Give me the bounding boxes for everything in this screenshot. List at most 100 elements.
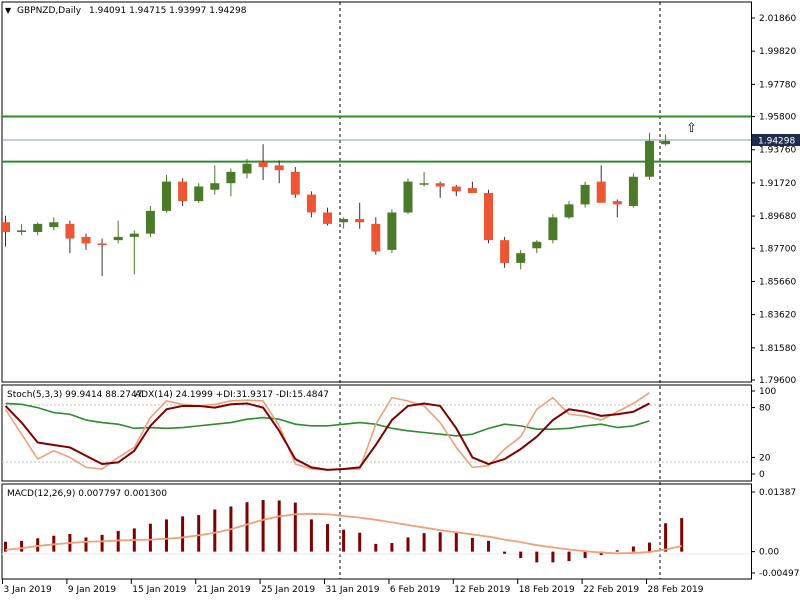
candle-body bbox=[516, 253, 526, 263]
macd-histogram-bar bbox=[648, 542, 651, 552]
candle bbox=[467, 181, 477, 193]
macd-histogram-bar bbox=[213, 509, 217, 552]
axis-tick-label: 1.91720 bbox=[759, 179, 796, 189]
candle bbox=[113, 220, 123, 244]
date-tick-label: 28 Feb 2019 bbox=[648, 585, 704, 595]
candle bbox=[194, 183, 204, 203]
candle-body bbox=[467, 188, 477, 193]
candle-body bbox=[645, 140, 654, 177]
candle bbox=[162, 175, 171, 213]
candle-body bbox=[290, 171, 300, 195]
axis-tick-label: 0 bbox=[759, 470, 765, 480]
chart-menu-arrow-icon[interactable]: ▼ bbox=[5, 6, 12, 15]
macd-histogram-bar bbox=[181, 516, 185, 552]
candle-body bbox=[113, 236, 123, 241]
candle-body bbox=[548, 217, 558, 241]
candle-body bbox=[274, 165, 284, 171]
macd-histogram-bar bbox=[197, 515, 201, 552]
macd-histogram-bar bbox=[374, 543, 378, 552]
macd-header: MACD(12,26,9) 0.007797 0.001300 bbox=[7, 489, 167, 499]
candle-body bbox=[33, 223, 43, 233]
candle-body bbox=[500, 240, 510, 263]
candle-body bbox=[355, 219, 365, 223]
candle bbox=[49, 217, 59, 231]
candle bbox=[661, 134, 671, 146]
axis-tick-label: 1.93760 bbox=[759, 146, 796, 156]
candle-body bbox=[532, 241, 542, 249]
candle bbox=[580, 181, 590, 208]
candle bbox=[81, 233, 91, 250]
price-axis-ticks: 2.01860 1.99820 1.97780 1.95800 1.93760 1.917… bbox=[751, 14, 796, 386]
macd-histogram-bar bbox=[309, 519, 313, 552]
candle-body bbox=[339, 219, 349, 223]
candle-body bbox=[387, 212, 397, 250]
macd-histogram-bar bbox=[535, 551, 539, 563]
candle-body bbox=[129, 233, 139, 237]
candle-body bbox=[628, 176, 638, 206]
candle-body bbox=[661, 140, 671, 145]
candle-body bbox=[451, 186, 461, 192]
date-tick-label: 25 Jan 2019 bbox=[261, 585, 315, 595]
axis-tick-label: 1.87700 bbox=[759, 244, 796, 254]
axis-tick-label: 80 bbox=[759, 404, 771, 414]
macd-histogram-bar bbox=[551, 551, 555, 563]
candle-body bbox=[162, 181, 171, 211]
macd-histogram-bar bbox=[293, 502, 297, 552]
candle bbox=[387, 209, 397, 254]
axis-tick-label: 1.79600 bbox=[759, 376, 796, 386]
candle-body bbox=[484, 192, 493, 241]
macd-histogram-bar bbox=[84, 537, 88, 552]
candle-body bbox=[612, 201, 622, 205]
date-tick-label: 21 Jan 2019 bbox=[197, 585, 251, 595]
axis-tick-label: 1.83620 bbox=[759, 311, 796, 321]
macd-histogram-bar bbox=[326, 524, 329, 552]
candle bbox=[548, 214, 558, 244]
candle bbox=[484, 189, 493, 244]
candle bbox=[564, 201, 574, 220]
candle bbox=[532, 240, 542, 254]
candle-body bbox=[564, 204, 574, 218]
macd-panel-frame bbox=[1, 483, 752, 580]
candle-body bbox=[258, 162, 268, 167]
stoch-panel-frame bbox=[1, 384, 752, 482]
macd-histogram-bar bbox=[36, 538, 40, 552]
axis-tick-label: 2.01860 bbox=[759, 14, 796, 24]
candle-body bbox=[371, 223, 381, 252]
candle-body bbox=[210, 183, 220, 190]
candle bbox=[17, 223, 27, 236]
axis-tick-label: 1.85660 bbox=[759, 277, 796, 287]
candle bbox=[97, 238, 107, 276]
macd-signal-line bbox=[5, 512, 682, 555]
candle bbox=[65, 220, 75, 254]
candle bbox=[274, 160, 284, 184]
date-tick-label: 22 Feb 2019 bbox=[583, 585, 639, 595]
candle-body bbox=[403, 181, 413, 213]
date-tick-label: 3 Jan 2019 bbox=[4, 585, 52, 595]
candle bbox=[596, 165, 606, 203]
candle-body bbox=[81, 236, 91, 244]
candle-body bbox=[1, 222, 10, 233]
axis-tick-label: 1.81580 bbox=[759, 344, 796, 354]
macd-histogram-bar bbox=[358, 532, 362, 552]
candle-body bbox=[419, 183, 429, 185]
candle bbox=[339, 217, 349, 229]
chart-title: GBPNZD,Daily bbox=[17, 6, 82, 16]
candle bbox=[451, 184, 461, 197]
date-tick-label: 31 Jan 2019 bbox=[326, 585, 380, 595]
price-levels bbox=[2, 115, 751, 163]
candle bbox=[33, 222, 43, 236]
candle-body bbox=[226, 171, 236, 184]
macd-histogram-bar bbox=[567, 551, 571, 562]
candle bbox=[1, 215, 10, 247]
date-tick-label: 18 Feb 2019 bbox=[519, 585, 575, 595]
stoch-header: Stoch(5,3,3) 99.9414 88.2747 bbox=[7, 390, 142, 400]
current-price-label-bg bbox=[752, 134, 800, 146]
candle-body bbox=[323, 212, 332, 224]
axis-tick-label: 1.95800 bbox=[759, 113, 796, 123]
candle-body bbox=[194, 186, 204, 202]
candle bbox=[403, 178, 413, 215]
candle-body bbox=[17, 230, 27, 233]
macd-histogram-bar bbox=[390, 543, 394, 552]
macd-histogram-bar bbox=[422, 533, 426, 552]
